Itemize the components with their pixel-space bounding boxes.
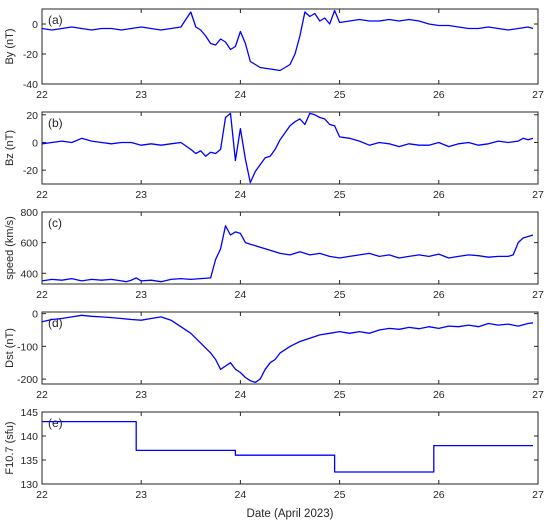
x-tick-label: 25 [334, 389, 346, 401]
x-tick-label: 25 [334, 189, 346, 201]
x-tick-label: 26 [433, 289, 445, 301]
x-tick-label: 23 [135, 289, 147, 301]
y-tick-label: 600 [20, 238, 38, 250]
panel-a: 22 23 24 25 26 27 -40 -20 0 By (nT) (a) [4, 8, 544, 101]
x-tick-label: 25 [334, 89, 346, 101]
x-tick-label: 26 [433, 389, 445, 401]
x-tick-label: 27 [532, 389, 544, 401]
x-tick-label: 27 [532, 489, 544, 501]
x-tick-label: 24 [235, 189, 247, 201]
x-tick-label: 25 [334, 289, 346, 301]
panel-e: 22 23 24 25 26 27 130 135 140 145 F10.7 (sfu) (e) Da… [4, 407, 544, 520]
x-tick-label: 25 [334, 489, 346, 501]
x-tick-label: 23 [135, 489, 147, 501]
y-axis-label: speed (km/s) [4, 216, 16, 280]
y-tick-label: 0 [32, 137, 38, 149]
y-tick-label: 20 [26, 110, 38, 122]
x-tick-label: 27 [532, 189, 544, 201]
y-axis-label: By (nT) [4, 28, 16, 64]
x-tick-label: 24 [235, 489, 247, 501]
x-tick-label: 24 [235, 89, 247, 101]
y-tick-label: 140 [20, 431, 38, 443]
panel-label: (c) [48, 216, 62, 230]
axes-box [41, 411, 539, 485]
y-tick-label: -200 [17, 374, 38, 386]
y-tick-label: 145 [20, 407, 38, 419]
x-tick-label: 24 [235, 389, 247, 401]
y-tick-label: 400 [20, 268, 38, 280]
x-tick-label: 22 [36, 89, 48, 101]
y-tick-label: -20 [23, 165, 38, 177]
y-tick-label: -100 [17, 341, 38, 353]
panel-c: 22 23 24 25 26 27 400 600 800 speed (km/s) (c) [4, 207, 544, 301]
panel-label: (e) [48, 416, 63, 430]
y-axis-label: Bz (nT) [4, 130, 16, 166]
axes-box [41, 211, 539, 285]
x-tick-label: 27 [532, 89, 544, 101]
x-tick-label: 26 [433, 89, 445, 101]
y-axis-label: Dst (nT) [4, 328, 16, 368]
x-tick-label: 23 [135, 89, 147, 101]
y-tick-label: -40 [23, 79, 38, 91]
x-tick-label: 27 [532, 289, 544, 301]
axes-box [41, 8, 539, 85]
y-tick-label: 0 [32, 309, 38, 321]
panel-label: (b) [48, 116, 63, 130]
x-tick-label: 22 [36, 489, 48, 501]
x-tick-label: 22 [36, 289, 48, 301]
axes-box [41, 311, 539, 385]
y-tick-label: 135 [20, 455, 38, 467]
panel-b: 22 23 24 25 26 27 -20 0 20 Bz (nT) (b) [4, 110, 544, 201]
series-line [42, 314, 534, 384]
x-tick-label: 26 [433, 489, 445, 501]
y-tick-label: 0 [32, 19, 38, 31]
y-axis-label: F10.7 (sfu) [4, 421, 16, 474]
series-line [42, 9, 534, 72]
x-tick-label: 23 [135, 389, 147, 401]
x-tick-label: 23 [135, 189, 147, 201]
y-tick-label: 800 [20, 207, 38, 219]
series-line [42, 112, 534, 184]
y-tick-label: 130 [20, 479, 38, 491]
axes-box [41, 111, 539, 185]
x-tick-label: 22 [36, 189, 48, 201]
x-tick-label: 26 [433, 189, 445, 201]
x-tick-label: 22 [36, 389, 48, 401]
series-line [42, 225, 534, 283]
x-tick-label: 24 [235, 289, 247, 301]
y-tick-label: -20 [23, 49, 38, 61]
series-line [42, 420, 533, 473]
x-axis-label: Date (April 2023) [247, 508, 334, 520]
panel-label: (a) [48, 13, 63, 27]
